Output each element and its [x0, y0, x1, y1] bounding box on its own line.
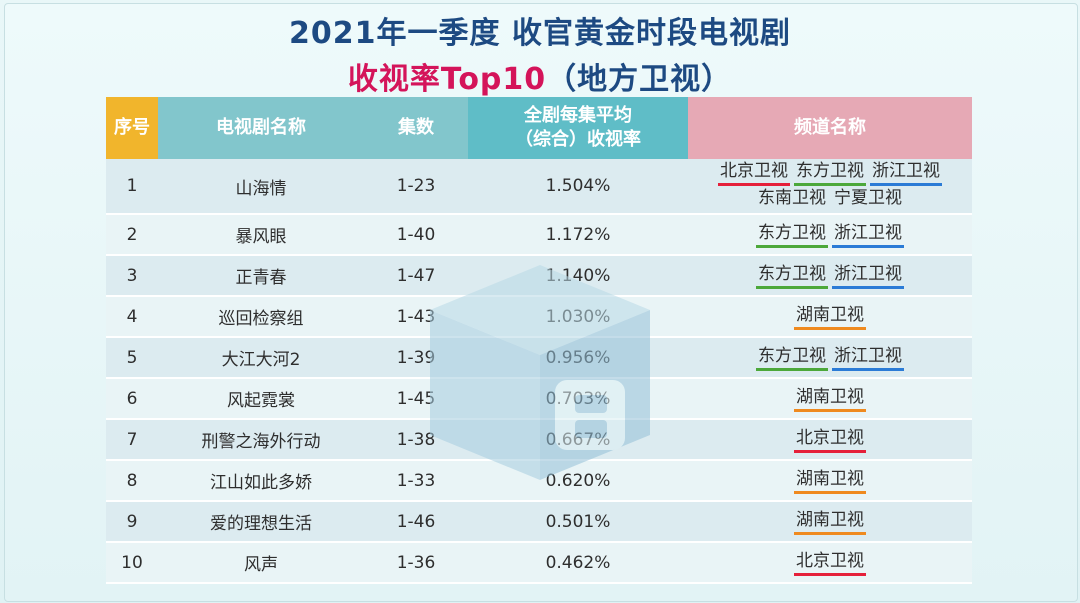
- page-title: 2021年一季度 收官黄金时段电视剧: [289, 16, 791, 51]
- cell-no: 7: [106, 419, 158, 461]
- channel-name: 湖南卫视: [794, 305, 866, 330]
- header-no: 序号: [106, 97, 158, 159]
- cell-channels: 东方卫视 浙江卫视: [688, 255, 972, 297]
- cell-no: 6: [106, 378, 158, 420]
- table-row: 2 暴风眼 1-40 1.172% 东方卫视 浙江卫视: [106, 214, 972, 256]
- channel-name: 湖南卫视: [794, 510, 866, 535]
- channel-line: 湖南卫视: [688, 508, 972, 535]
- channel-line: 东方卫视 浙江卫视: [688, 262, 972, 289]
- cell-drama-name: 风声: [158, 542, 364, 584]
- cell-drama-name: 爱的理想生活: [158, 501, 364, 543]
- cell-channels: 北京卫视: [688, 419, 972, 461]
- table-row: 9 爱的理想生活 1-46 0.501% 湖南卫视: [106, 501, 972, 543]
- cell-channels: 北京卫视 东方卫视 浙江卫视 东南卫视 宁夏卫视: [688, 159, 972, 215]
- cell-drama-name: 巡回检察组: [158, 296, 364, 338]
- header-channels: 频道名称: [688, 97, 972, 159]
- table-row: 10 风声 1-36 0.462% 北京卫视: [106, 542, 972, 584]
- cell-episodes: 1-33: [364, 460, 468, 502]
- cell-rating: 0.501%: [468, 501, 688, 543]
- channel-name: 湖南卫视: [794, 469, 866, 494]
- cell-channels: 东方卫视 浙江卫视: [688, 337, 972, 379]
- cell-channels: 东方卫视 浙江卫视: [688, 214, 972, 256]
- channel-name: 宁夏卫视: [834, 188, 902, 208]
- channel-name: 东南卫视: [758, 188, 826, 208]
- channel-name: 浙江卫视: [870, 161, 942, 186]
- cell-no: 1: [106, 159, 158, 215]
- header-name: 电视剧名称: [158, 97, 364, 159]
- cell-drama-name: 山海情: [158, 159, 364, 215]
- cell-no: 10: [106, 542, 158, 584]
- page-subtitle: 收视率Top10（地方卫视）: [0, 54, 1080, 98]
- table-row: 1 山海情 1-23 1.504% 北京卫视 东方卫视 浙江卫视 东南卫视 宁夏卫视: [106, 159, 972, 215]
- channel-name: 浙江卫视: [832, 264, 904, 289]
- table-row: 8 江山如此多娇 1-33 0.620% 湖南卫视: [106, 460, 972, 502]
- cube-logo-icon: [430, 265, 650, 480]
- cell-no: 4: [106, 296, 158, 338]
- channel-name: 湖南卫视: [794, 387, 866, 412]
- channel-name: 东方卫视: [756, 346, 828, 371]
- cell-drama-name: 江山如此多娇: [158, 460, 364, 502]
- cell-episodes: 1-36: [364, 542, 468, 584]
- channel-line: 东方卫视 浙江卫视: [688, 344, 972, 371]
- header-episodes: 集数: [364, 97, 468, 159]
- channel-line: 北京卫视: [688, 426, 972, 453]
- header-rate-line2: （综合）收视率: [515, 129, 641, 150]
- channel-line: 湖南卫视: [688, 467, 972, 494]
- cell-rating: 1.504%: [468, 159, 688, 215]
- cell-rating: 0.620%: [468, 460, 688, 502]
- cell-drama-name: 风起霓裳: [158, 378, 364, 420]
- channel-line: 东南卫视 宁夏卫视: [688, 186, 972, 213]
- cell-no: 3: [106, 255, 158, 297]
- channel-name: 东方卫视: [794, 161, 866, 186]
- table-header-row: 序号 电视剧名称 集数 全剧每集平均 （综合）收视率 频道名称: [106, 97, 972, 159]
- channel-name: 浙江卫视: [832, 223, 904, 248]
- channel-name: 北京卫视: [794, 551, 866, 576]
- header-rate: 全剧每集平均 （综合）收视率: [468, 97, 688, 159]
- cell-no: 8: [106, 460, 158, 502]
- cell-rating: 1.172%: [468, 214, 688, 256]
- channel-line: 北京卫视 东方卫视 浙江卫视: [688, 159, 972, 186]
- cell-no: 5: [106, 337, 158, 379]
- cell-rating: 0.462%: [468, 542, 688, 584]
- channel-name: 北京卫视: [794, 428, 866, 453]
- cell-episodes: 1-40: [364, 214, 468, 256]
- cell-drama-name: 暴风眼: [158, 214, 364, 256]
- channel-line: 北京卫视: [688, 549, 972, 576]
- cell-drama-name: 大江大河2: [158, 337, 364, 379]
- cell-episodes: 1-23: [364, 159, 468, 215]
- channel-name: 北京卫视: [718, 161, 790, 186]
- cell-episodes: 1-46: [364, 501, 468, 543]
- channel-line: 湖南卫视: [688, 303, 972, 330]
- cell-drama-name: 正青春: [158, 255, 364, 297]
- subtitle-red: 收视率Top10: [347, 62, 547, 97]
- cell-no: 9: [106, 501, 158, 543]
- cell-episodes: 1-47: [364, 255, 468, 297]
- subtitle-blue: （地方卫视）: [546, 62, 733, 97]
- cell-channels: 湖南卫视: [688, 501, 972, 543]
- channel-line: 东方卫视 浙江卫视: [688, 221, 972, 248]
- channel-name: 东方卫视: [756, 264, 828, 289]
- channel-name: 浙江卫视: [832, 346, 904, 371]
- cell-channels: 北京卫视: [688, 542, 972, 584]
- cell-channels: 湖南卫视: [688, 378, 972, 420]
- header-rate-line1: 全剧每集平均: [524, 105, 632, 126]
- cell-channels: 湖南卫视: [688, 296, 972, 338]
- channel-line: 湖南卫视: [688, 385, 972, 412]
- channel-name: 东方卫视: [756, 223, 828, 248]
- cell-drama-name: 刑警之海外行动: [158, 419, 364, 461]
- cell-channels: 湖南卫视: [688, 460, 972, 502]
- cell-no: 2: [106, 214, 158, 256]
